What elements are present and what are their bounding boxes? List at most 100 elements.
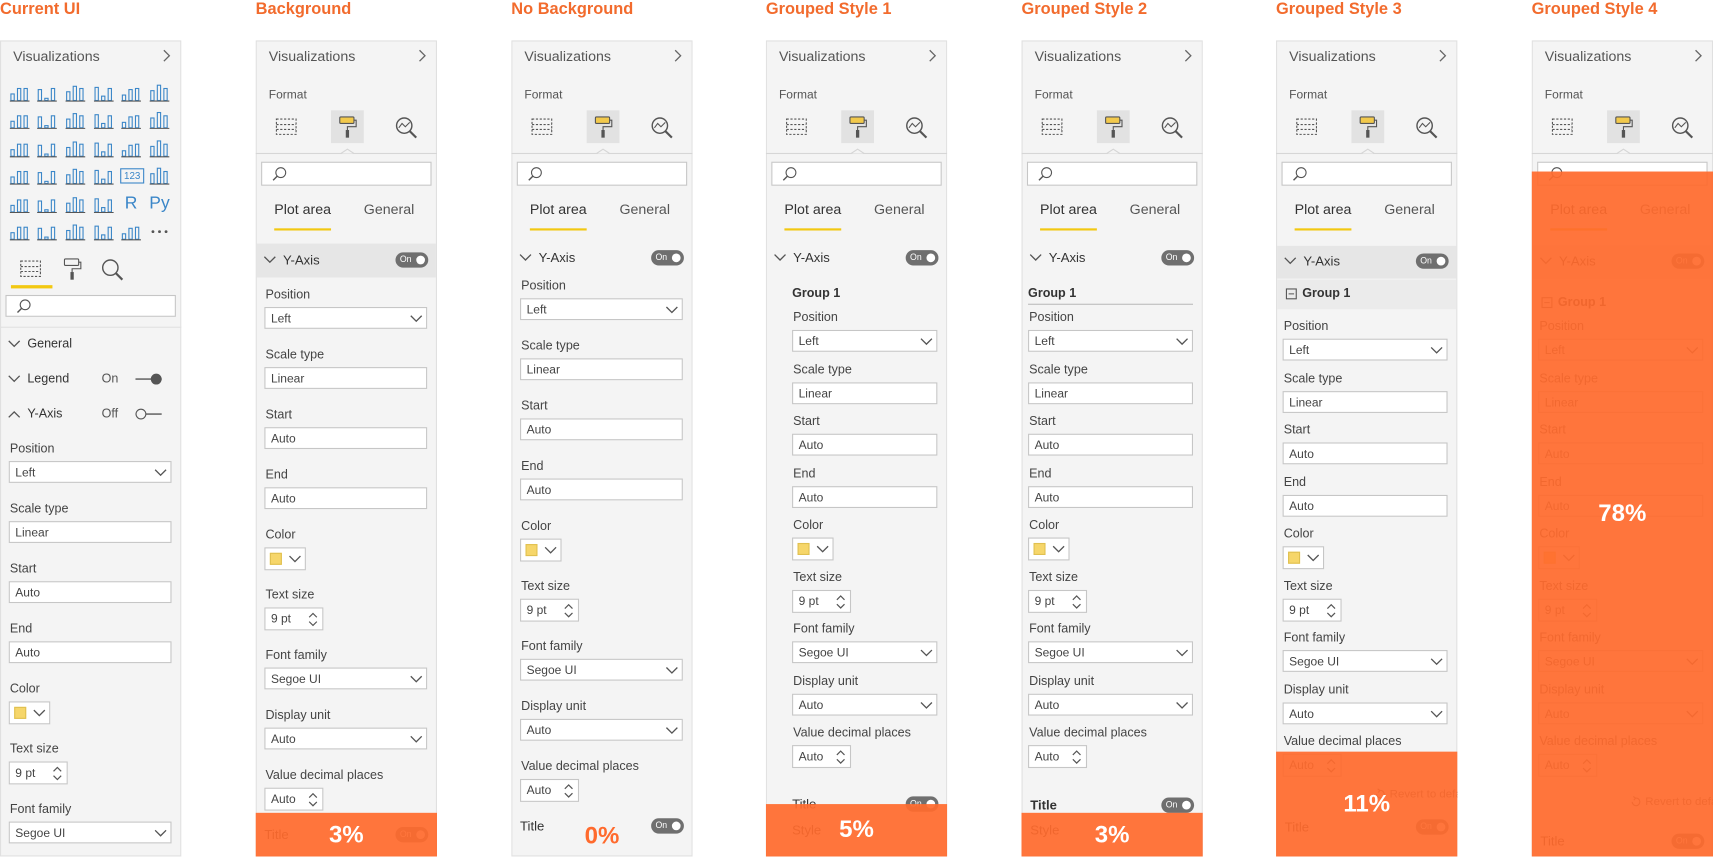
spin-box[interactable]: Auto	[264, 787, 324, 811]
tab[interactable]: General	[619, 201, 670, 218]
input-text[interactable]: Auto	[1028, 485, 1194, 508]
section-name[interactable]: Y-Axis	[1048, 250, 1086, 266]
format-fields-icon[interactable]	[1551, 116, 1573, 138]
input-text[interactable]: Linear	[520, 358, 683, 381]
format-paint-icon[interactable]	[847, 116, 869, 140]
color-picker[interactable]	[264, 547, 306, 571]
tab[interactable]: General	[1384, 201, 1435, 218]
viz-icon[interactable]	[93, 140, 114, 158]
collapse-icon[interactable]	[1285, 288, 1297, 300]
toggle[interactable]: On	[651, 818, 684, 834]
input-text[interactable]: Linear	[1282, 390, 1448, 413]
viz-icon[interactable]	[65, 167, 86, 185]
format-paint-icon[interactable]	[1102, 116, 1124, 140]
viz-icon[interactable]	[121, 223, 141, 241]
viz-icon-label[interactable]: Py	[149, 194, 170, 214]
viz-icon[interactable]	[121, 140, 141, 158]
chevron-right[interactable]	[418, 49, 427, 62]
search-box[interactable]	[5, 294, 176, 317]
viz-icon[interactable]	[9, 223, 30, 241]
viz-icon[interactable]	[9, 196, 30, 214]
input-text[interactable]: Auto	[8, 641, 172, 664]
toggle[interactable]: On	[1161, 797, 1195, 813]
input-dropdown[interactable]: Left	[520, 298, 683, 321]
tab[interactable]: General	[363, 201, 415, 218]
tab[interactable]: General	[874, 201, 925, 218]
viz-icon[interactable]	[121, 84, 141, 102]
chevron-right[interactable]	[674, 49, 683, 62]
toggle[interactable]: On	[651, 250, 684, 266]
group-name[interactable]: Group 1	[1028, 287, 1077, 301]
input-text[interactable]: Auto	[1282, 494, 1448, 517]
viz-icon[interactable]	[93, 196, 114, 214]
input-dropdown[interactable]: Left	[1028, 329, 1194, 352]
viz-icon[interactable]	[9, 84, 30, 102]
chevron-right[interactable]	[1694, 49, 1703, 62]
color-picker[interactable]	[1282, 546, 1325, 570]
section-name[interactable]: Y-Axis	[282, 252, 320, 268]
analytics-icon[interactable]	[1415, 116, 1439, 140]
viz-icon[interactable]	[65, 223, 86, 241]
input-dropdown[interactable]: Segoe UI	[1028, 641, 1194, 664]
input-text[interactable]: Auto	[520, 478, 683, 501]
input-dropdown[interactable]: Auto	[264, 727, 428, 750]
tab[interactable]: Plot area	[1294, 201, 1352, 218]
input-text[interactable]: Auto	[264, 427, 428, 450]
input-text[interactable]: Auto	[1028, 433, 1194, 456]
format-paint-icon[interactable]	[336, 116, 358, 140]
search-box[interactable]	[261, 161, 432, 186]
tab[interactable]: Plot area	[1040, 201, 1097, 218]
spin-box[interactable]: 9 pt	[520, 598, 580, 622]
input-text[interactable]: Linear	[792, 381, 938, 404]
viz-icon[interactable]	[93, 223, 114, 241]
slider-toggle[interactable]	[133, 408, 164, 421]
viz-icon[interactable]	[149, 140, 170, 158]
search-box[interactable]	[1281, 161, 1452, 186]
format-fields-icon[interactable]	[786, 116, 808, 138]
input-dropdown[interactable]: Auto	[1028, 693, 1194, 716]
tab[interactable]: Plot area	[274, 201, 332, 218]
viz-icon[interactable]	[37, 223, 57, 241]
input-dropdown[interactable]: Segoe UI	[520, 658, 683, 681]
format-fields-icon[interactable]	[531, 116, 553, 138]
input-text[interactable]: Auto	[520, 418, 683, 441]
viz-icon-label[interactable]: R	[124, 194, 138, 214]
viz-icon[interactable]	[9, 167, 30, 185]
format-fields-icon[interactable]	[1296, 116, 1318, 138]
input-dropdown[interactable]: Left	[264, 306, 428, 329]
tab[interactable]: Plot area	[784, 201, 842, 218]
input-text[interactable]: Linear	[1028, 381, 1194, 404]
viz-icon[interactable]	[37, 167, 57, 185]
viz-icon[interactable]	[65, 84, 86, 102]
viz-icon[interactable]	[93, 111, 114, 129]
viz-icon[interactable]	[37, 84, 57, 102]
group-name[interactable]: Group 1	[1302, 287, 1351, 301]
toggle[interactable]: On	[395, 252, 429, 268]
spin-box[interactable]: 9 pt	[1282, 598, 1342, 622]
section-name[interactable]: Y-Axis	[1303, 253, 1341, 269]
spin-box[interactable]: Auto	[792, 745, 852, 769]
more-icon[interactable]	[151, 229, 168, 234]
chevron-right[interactable]	[929, 49, 938, 62]
viz-icon[interactable]	[121, 111, 141, 129]
input-dropdown[interactable]: Left	[1282, 338, 1448, 361]
spin-box[interactable]: 9 pt	[8, 761, 68, 785]
format-paint-icon[interactable]	[61, 258, 83, 282]
toggle[interactable]: On	[1415, 253, 1449, 269]
analytics-icon[interactable]	[101, 258, 125, 282]
viz-icon[interactable]	[65, 140, 86, 158]
viz-icon[interactable]	[37, 111, 57, 129]
input-text[interactable]: Auto	[8, 581, 172, 604]
format-fields-icon[interactable]	[20, 258, 42, 280]
format-fields-icon[interactable]	[1041, 116, 1063, 138]
slider-toggle[interactable]	[133, 373, 164, 386]
viz-icon[interactable]	[9, 111, 30, 129]
format-fields-icon[interactable]	[275, 116, 297, 138]
section-name[interactable]: Y-Axis	[538, 250, 576, 266]
section-name[interactable]: Title	[520, 818, 545, 834]
input-dropdown[interactable]: Segoe UI	[792, 641, 938, 664]
tab[interactable]: Plot area	[529, 201, 587, 218]
spin-box[interactable]: Auto	[1028, 745, 1088, 769]
viz-icon[interactable]	[93, 84, 114, 102]
input-dropdown[interactable]: Left	[8, 461, 172, 483]
